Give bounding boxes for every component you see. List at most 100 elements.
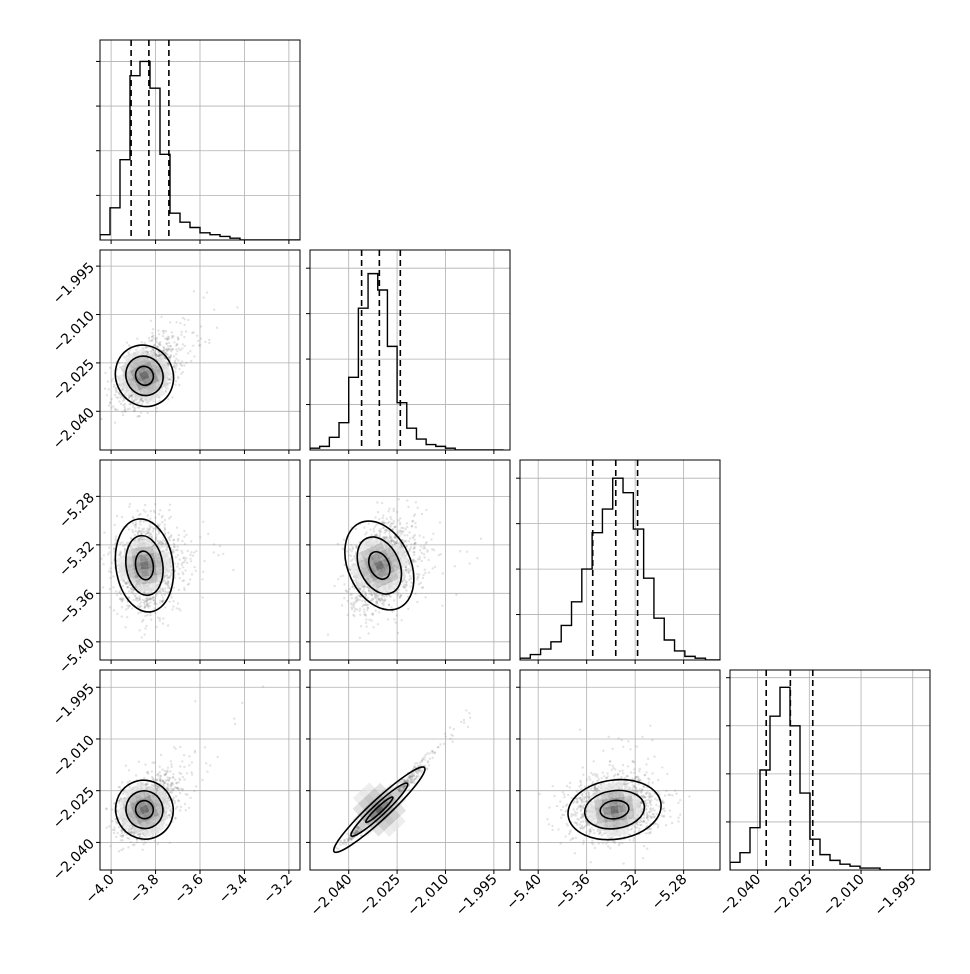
sample-point xyxy=(371,619,373,621)
sample-point xyxy=(193,551,195,553)
sample-point xyxy=(151,770,153,772)
sample-point xyxy=(197,340,199,342)
sample-point xyxy=(108,547,110,549)
sample-point xyxy=(109,367,111,369)
sample-point xyxy=(371,613,373,615)
sample-point xyxy=(119,551,121,553)
sample-point xyxy=(190,560,192,562)
sample-point xyxy=(363,604,365,606)
sample-point xyxy=(180,806,182,808)
sample-point xyxy=(406,522,408,524)
sample-point xyxy=(165,582,167,584)
sample-point xyxy=(177,554,179,556)
sample-point xyxy=(158,344,160,346)
sample-point xyxy=(144,606,146,608)
sample-point xyxy=(185,330,187,332)
sample-point xyxy=(383,596,385,598)
sample-point xyxy=(416,577,418,579)
sample-point xyxy=(347,614,349,616)
sample-point xyxy=(422,574,424,576)
sample-point xyxy=(372,598,374,600)
sample-point xyxy=(374,595,376,597)
sample-point xyxy=(203,560,205,562)
sample-point xyxy=(115,590,117,592)
sample-point xyxy=(379,533,381,535)
sample-point xyxy=(157,540,159,542)
sample-point xyxy=(181,365,183,367)
sample-point xyxy=(369,528,371,530)
scatter-panel-3-0 xyxy=(96,670,300,874)
sample-point xyxy=(217,554,219,556)
sample-point xyxy=(152,530,154,532)
sample-point xyxy=(116,515,118,517)
sample-point xyxy=(174,368,176,370)
sample-point xyxy=(195,785,197,787)
sample-point xyxy=(382,517,384,519)
sample-point xyxy=(161,594,163,596)
sample-point xyxy=(131,398,133,400)
sample-point xyxy=(132,599,134,601)
density-cell xyxy=(117,557,125,565)
sample-point xyxy=(404,583,406,585)
sample-point xyxy=(153,602,155,604)
sample-point xyxy=(121,615,123,617)
sample-point xyxy=(179,558,181,560)
sample-point xyxy=(365,622,367,624)
sample-point xyxy=(162,622,164,624)
sample-point xyxy=(103,531,105,533)
sample-point xyxy=(109,567,111,569)
sample-point xyxy=(157,640,159,642)
sample-point xyxy=(168,536,170,538)
sample-point xyxy=(181,347,183,349)
sample-point xyxy=(130,588,132,590)
panel-frame xyxy=(520,460,720,660)
sample-point xyxy=(168,601,170,603)
sample-point xyxy=(183,579,185,581)
sample-point xyxy=(138,514,140,516)
sample-point xyxy=(102,563,104,565)
sample-point xyxy=(142,520,144,522)
sample-point xyxy=(379,600,381,602)
sample-point xyxy=(183,556,185,558)
sample-point xyxy=(422,577,424,579)
sample-point xyxy=(148,337,150,339)
sample-point xyxy=(187,319,189,321)
sample-point xyxy=(386,595,388,597)
sample-point xyxy=(208,339,210,341)
sample-point xyxy=(426,551,428,553)
sample-point xyxy=(190,551,192,553)
sample-point xyxy=(207,533,209,535)
sample-point xyxy=(337,578,339,580)
sample-point xyxy=(119,542,121,544)
sample-point xyxy=(351,608,353,610)
sample-point xyxy=(363,526,365,528)
sample-point xyxy=(370,592,372,594)
sample-point xyxy=(118,400,120,402)
sample-point xyxy=(136,597,138,599)
sample-point xyxy=(142,401,144,403)
sample-point xyxy=(353,604,355,606)
sample-point xyxy=(424,572,426,574)
sample-point xyxy=(173,355,175,357)
sample-point xyxy=(165,330,167,332)
sample-point xyxy=(177,359,179,361)
sample-point xyxy=(113,386,115,388)
sample-point xyxy=(174,371,176,373)
sample-point xyxy=(350,560,352,562)
sample-point xyxy=(139,595,141,597)
sample-point xyxy=(377,623,379,625)
sample-point xyxy=(164,590,166,592)
sample-point xyxy=(166,549,168,551)
sample-point xyxy=(407,608,409,610)
sample-point xyxy=(374,516,376,518)
sample-point xyxy=(175,365,177,367)
sample-point xyxy=(149,524,151,526)
sample-point xyxy=(177,573,179,575)
sample-point xyxy=(178,368,180,370)
sample-point xyxy=(401,619,403,621)
sample-point xyxy=(138,401,140,403)
sample-point xyxy=(350,544,352,546)
sample-point xyxy=(144,511,146,513)
sample-point xyxy=(341,604,343,606)
